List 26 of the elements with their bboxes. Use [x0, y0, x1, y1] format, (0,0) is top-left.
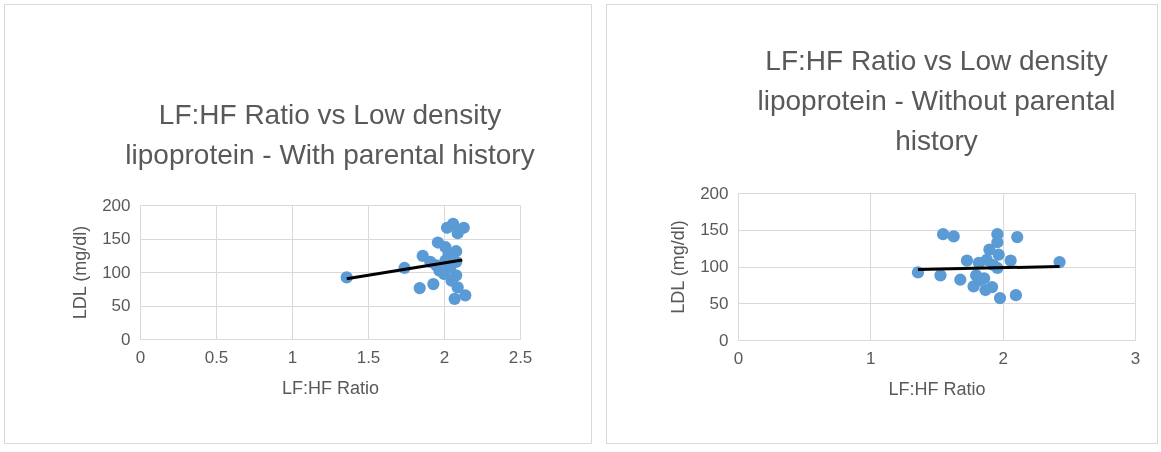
x-tick-label: 2.5 [508, 347, 533, 367]
x-tick-label: 1 [866, 348, 876, 368]
x-tick-label: 0 [135, 347, 146, 367]
x-tick-label: 0.5 [204, 347, 229, 367]
chart-title: LF:HF Ratio vs Low density lipoprotein - With parental history [125, 99, 535, 170]
x-tick-label: 2 [439, 347, 450, 367]
y-tick-label: 150 [102, 229, 131, 248]
y-axis-title: LDL (mg/dl) [70, 225, 91, 320]
x-axis-title: LF:HF Ratio [888, 378, 986, 399]
y-tick-label: 200 [700, 183, 729, 203]
y-tick-label: 50 [709, 293, 729, 313]
x-tick-label: 1 [287, 347, 298, 367]
y-axis-title: LDL (mg/dl) [668, 220, 689, 314]
chart-title: LF:HF Ratio vs Low density lipoprotein - Without parental history [757, 45, 1116, 156]
y-tick-label: 200 [102, 195, 131, 215]
y-tick-label: 0 [719, 330, 729, 350]
x-tick-label: 2 [998, 348, 1008, 368]
y-tick-label: 0 [121, 329, 131, 349]
x-axis-title: LF:HF Ratio [281, 377, 380, 398]
y-tick-label: 100 [700, 257, 729, 276]
x-tick-label: 0 [733, 348, 744, 368]
y-tick-label: 100 [102, 262, 131, 282]
y-tick-label: 50 [111, 296, 131, 315]
x-tick-label: 1.5 [356, 347, 381, 367]
y-tick-label: 150 [700, 220, 729, 240]
x-tick-label: 3 [1130, 348, 1141, 368]
